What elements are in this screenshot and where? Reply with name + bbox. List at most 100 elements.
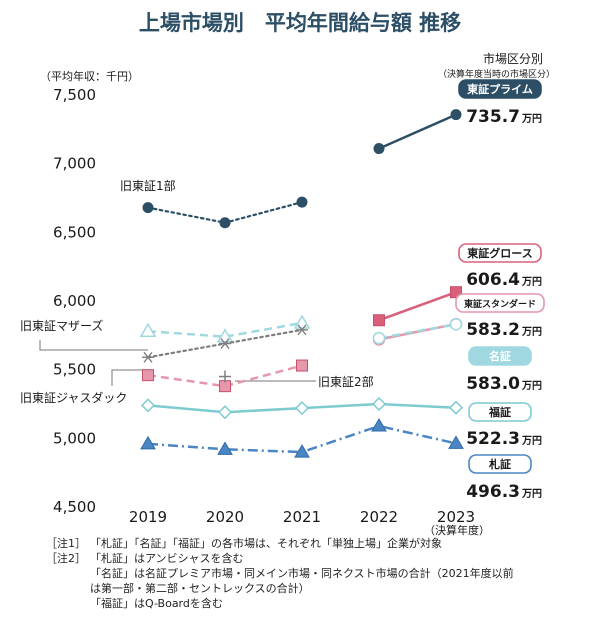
- data-point: [296, 359, 308, 372]
- x-tick-label: 2022: [360, 508, 398, 526]
- series-3: [142, 324, 308, 363]
- footnote-line: 「札証」「名証」「福証」の各市場は、それぞれ「単独上場」企業が対象: [90, 537, 442, 550]
- series-annotation: 旧東証1部: [120, 178, 176, 193]
- legend-value: 583.2: [466, 320, 520, 340]
- legend-value: 522.3: [466, 429, 520, 449]
- data-point: [296, 196, 308, 208]
- series-10: [140, 417, 464, 458]
- legend-unit: 万円: [521, 488, 542, 500]
- data-point: [217, 441, 233, 455]
- data-point: [449, 318, 463, 331]
- annotation-leaders: [39, 340, 316, 386]
- x-tick-label: 2021: [283, 508, 321, 526]
- data-point: [219, 217, 231, 229]
- data-point: [373, 143, 385, 155]
- legend-unit: 万円: [521, 435, 542, 447]
- y-tick-label: 4,500: [53, 498, 96, 516]
- series-line: [378, 323, 457, 340]
- y-tick-label: 6,000: [53, 292, 96, 310]
- series-annotation: 旧東証2部: [318, 374, 374, 389]
- data-point: [296, 324, 308, 336]
- legend-title: 市場区分別: [483, 51, 543, 66]
- data-point: [217, 405, 233, 420]
- legend-item: 名証 583.0 万円: [466, 346, 542, 394]
- y-tick-label: 5,500: [53, 361, 96, 379]
- data-point: [373, 314, 385, 327]
- x-tick-label: 2020: [206, 508, 244, 526]
- legend-item: 東証プライム 735.7 万円: [458, 79, 542, 127]
- legend-value: 583.0: [466, 374, 520, 394]
- data-point: [448, 400, 464, 415]
- footnote-tag: ［注2］: [46, 552, 86, 565]
- legend-badge: [458, 243, 542, 263]
- legend-value: 735.7: [466, 107, 520, 127]
- data-point: [140, 435, 156, 450]
- footnote-line: は第一部・第二部・セントレックスの合計）: [90, 582, 310, 595]
- data-point: [371, 417, 387, 432]
- legend-value: 606.4: [466, 270, 520, 290]
- marker-stroke: [220, 338, 230, 350]
- footnotes: ［注1］ 「札証」「名証」「福証」の各市場は、それぞれ「単独上場」企業が対象 ［…: [46, 536, 586, 611]
- marker-stroke: [297, 324, 307, 336]
- data-point: [219, 370, 231, 383]
- data-point: [142, 351, 154, 363]
- y-tick-label: 6,500: [53, 223, 96, 241]
- legend-label: 東証プライム: [467, 82, 533, 96]
- legend-label: 福証: [488, 405, 511, 419]
- series-annotation: 旧東証マザーズ: [20, 318, 103, 333]
- series-1: [373, 109, 462, 155]
- series-line: [378, 291, 457, 322]
- legend-item: 札証 496.3 万円: [466, 454, 542, 502]
- legend-badge: [458, 79, 542, 99]
- y-tick-label: 7,500: [53, 86, 96, 104]
- footnote-line: 「名証」は名証プレミア市場・同メイン市場・同ネクスト市場の合計（2021年度以前: [90, 567, 514, 580]
- legend-unit: 万円: [521, 326, 542, 338]
- legend-item: 東証スタンダード 583.2 万円: [455, 293, 545, 340]
- leader-jasdaq: [111, 369, 148, 386]
- data-point: [293, 314, 311, 329]
- footnote-line: 「福証」はQ-Boardを含む: [90, 597, 223, 610]
- legend-unit: 万円: [521, 276, 542, 288]
- legend-subtitle: （決算年度当時の市場区分）: [438, 68, 555, 80]
- data-point: [450, 109, 462, 121]
- legend-value: 496.3: [466, 482, 520, 502]
- series-0: [142, 196, 308, 229]
- legend-badge: [468, 346, 532, 366]
- chart-title: 上場市場別 平均年間給与額 推移: [139, 11, 461, 35]
- x-axis-sub-label: （決算年度）: [424, 523, 490, 537]
- footnote-tag: ［注1］: [46, 537, 86, 550]
- series-8: [219, 370, 231, 383]
- series-7: [372, 318, 463, 345]
- data-point: [371, 396, 387, 412]
- series-5: [373, 286, 462, 327]
- legend-unit: 万円: [521, 113, 542, 125]
- leader-mothers: [39, 340, 148, 351]
- legend-badge: [468, 454, 532, 474]
- series-9: [140, 396, 464, 420]
- legend-label: 名証: [489, 349, 511, 363]
- legend-label: 札証: [488, 457, 511, 471]
- data-point: [294, 401, 310, 416]
- footnote-2: ［注2］ 「札証」はアンビシャスを含む 「名証」は名証プレミア市場・同メイン市場…: [46, 551, 586, 611]
- footnote-line: 「札証」はアンビシャスを含む: [90, 552, 244, 565]
- series-line: [147, 364, 303, 388]
- data-point: [142, 202, 154, 214]
- y-tick-label: 7,000: [53, 155, 96, 173]
- data-point: [372, 331, 386, 345]
- series-annotation: 旧東証ジャスダック: [20, 390, 127, 405]
- legend-label: 東証グロース: [467, 246, 532, 260]
- legend-item: 福証 522.3 万円: [466, 402, 542, 449]
- data-point: [448, 435, 464, 449]
- legend-label: 東証スタンダード: [464, 298, 536, 310]
- legend-badge: [455, 293, 545, 313]
- footnote-1: ［注1］ 「札証」「名証」「福証」の各市場は、それぞれ「単独上場」企業が対象: [46, 536, 586, 551]
- legend-badge: [468, 402, 532, 422]
- data-point: [219, 338, 231, 350]
- marker-stroke: [143, 351, 153, 363]
- series-2: [139, 314, 311, 343]
- y-tick-label: 5,000: [53, 429, 96, 447]
- data-point: [294, 444, 310, 458]
- legend-item: 東証グロース 606.4 万円: [458, 243, 542, 290]
- data-point: [140, 398, 156, 413]
